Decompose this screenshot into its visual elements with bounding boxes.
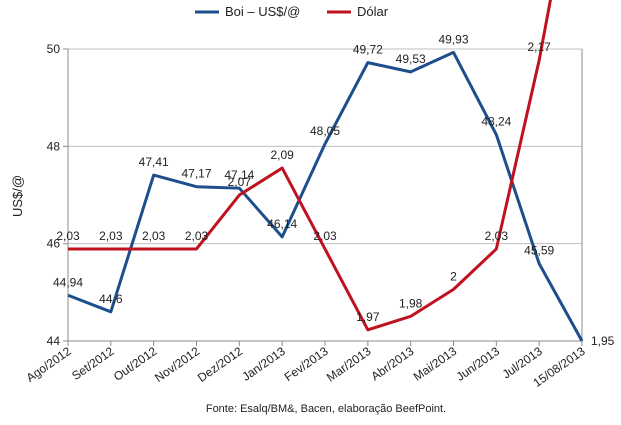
data-label-boi: 48,24: [481, 115, 511, 129]
gridlines: [68, 48, 582, 342]
series-boi-line: [67, 50, 584, 342]
data-label-dolar: 2,09: [270, 148, 294, 162]
data-label-boi: 48,05: [310, 124, 340, 138]
data-label-boi: 44,94: [53, 275, 83, 289]
data-label-dolar: 2,03: [56, 229, 80, 243]
y-axis-title: US$/@: [10, 175, 25, 217]
data-label-dolar: 2,17: [527, 40, 551, 54]
data-label-boi: 49,72: [353, 43, 383, 57]
data-label-dolar: 2,07: [228, 175, 252, 189]
data-label-boi: 45,59: [524, 244, 554, 258]
x-tick-labels: Ago/2012Set/2012Out/2012Nov/2012Dez/2012…: [24, 344, 588, 390]
y-tick-labels: 44 46 48 50: [47, 42, 61, 348]
x-tick-label: Dez/2012: [195, 344, 245, 385]
data-label-boi: 44,6: [99, 292, 123, 306]
x-tick-label: Out/2012: [111, 344, 160, 384]
data-label-dolar: 2,03: [142, 229, 166, 243]
x-tick-label: Fev/2013: [282, 344, 331, 384]
data-label-dolar: 2,03: [485, 229, 509, 243]
x-tick-label: Mar/2013: [324, 344, 374, 385]
x-tick-label: Nov/2012: [152, 344, 202, 385]
series-lines: [67, 0, 584, 342]
legend-label-dolar: Dólar: [357, 4, 389, 19]
x-tick-label: Abr/2013: [368, 344, 416, 384]
source-note: Fonte: Esalq/BM&, Bacen, elaboração Beef…: [206, 403, 446, 415]
data-label-boi: 47,17: [181, 167, 211, 181]
data-label-boi: 49,53: [396, 52, 426, 66]
data-label-dolar: 2,03: [313, 229, 337, 243]
secondary-axis-note: 1,95: [591, 334, 615, 348]
y-tick-label: 46: [47, 237, 61, 251]
data-label-boi: 49,93: [438, 32, 468, 46]
y-tick-label: 44: [47, 334, 61, 348]
data-label-dolar: 2,03: [99, 229, 123, 243]
data-label-boi: 47,14: [224, 168, 254, 182]
data-label-boi: 47,41: [139, 155, 169, 169]
y-tick-label: 48: [47, 139, 61, 153]
data-label-dolar: 1,98: [399, 296, 423, 310]
data-label-dolar: 2: [450, 269, 457, 283]
axes: [63, 48, 583, 346]
data-label-boi: 46,14: [267, 217, 297, 231]
x-tick-label: Jan/2013: [239, 344, 288, 384]
x-tick-label: Jun/2013: [454, 344, 503, 384]
data-label-dolar: 2,03: [185, 229, 209, 243]
data-labels: 44,94 44,6 47,41 47,17 47,14 46,14 48,05 49,72 4…: [53, 32, 555, 324]
legend: Boi – US$/@ Dólar: [195, 4, 389, 19]
series-dolar-line: [68, 0, 552, 332]
data-label-dolar: 1,97: [356, 310, 380, 324]
x-tick-label: Ago/2012: [24, 344, 74, 385]
y-tick-label: 50: [47, 42, 61, 56]
x-tick-label: Set/2012: [69, 344, 117, 383]
x-tick-label: Mai/2013: [411, 344, 460, 384]
legend-label-boi: Boi – US$/@: [225, 4, 300, 19]
